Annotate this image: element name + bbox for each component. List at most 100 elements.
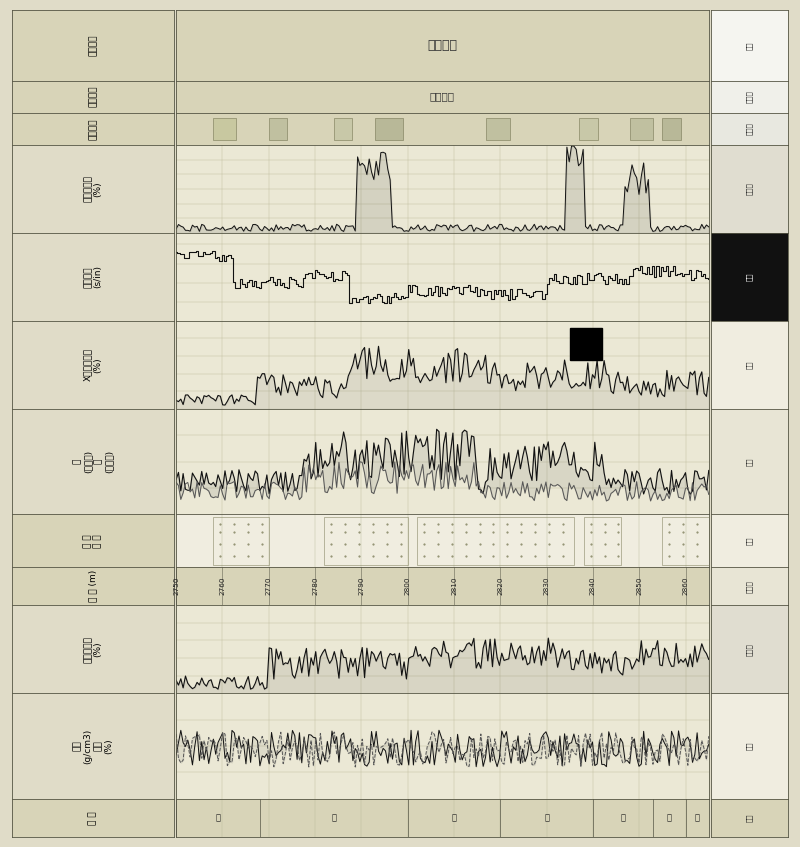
- Bar: [630, 118, 653, 140]
- Text: 二: 二: [667, 813, 672, 822]
- Point: [381, 549, 394, 562]
- Point: [381, 518, 394, 531]
- Point: [598, 549, 611, 562]
- Point: [459, 518, 472, 531]
- Point: [394, 549, 407, 562]
- Point: [473, 549, 486, 562]
- Point: [557, 518, 570, 531]
- Point: [228, 549, 241, 562]
- Text: 粗粒中: 粗粒中: [746, 91, 753, 103]
- Text: 2800: 2800: [405, 577, 410, 595]
- Text: 渤大名: 渤大名: [746, 643, 753, 656]
- Text: 台地名: 台地名: [746, 580, 753, 593]
- Text: 2850: 2850: [636, 577, 642, 595]
- Point: [459, 537, 472, 551]
- Point: [598, 537, 611, 551]
- Text: 2840: 2840: [590, 577, 596, 595]
- Text: 层位: 层位: [746, 813, 753, 822]
- Point: [473, 525, 486, 539]
- Point: [557, 549, 570, 562]
- Point: [431, 525, 444, 539]
- Point: [242, 525, 254, 539]
- Point: [446, 518, 458, 531]
- Point: [542, 525, 555, 539]
- Point: [584, 518, 597, 531]
- Point: [677, 549, 690, 562]
- Point: [612, 537, 625, 551]
- Point: [514, 549, 527, 562]
- Bar: [584, 517, 621, 564]
- Text: 泥岩: 泥岩: [746, 361, 753, 369]
- Point: [690, 518, 703, 531]
- Point: [501, 518, 514, 531]
- Point: [612, 518, 625, 531]
- Point: [487, 525, 500, 539]
- Point: [242, 518, 254, 531]
- Point: [690, 525, 703, 539]
- Point: [366, 549, 379, 562]
- Point: [255, 537, 268, 551]
- Point: [353, 537, 366, 551]
- Point: [338, 518, 351, 531]
- Point: [529, 537, 542, 551]
- Point: [487, 537, 500, 551]
- Text: 2780: 2780: [312, 577, 318, 595]
- Text: 深 度 (m): 深 度 (m): [89, 570, 98, 602]
- Point: [514, 537, 527, 551]
- Point: [514, 518, 527, 531]
- Point: [418, 549, 430, 562]
- Point: [325, 549, 338, 562]
- Point: [228, 525, 241, 539]
- Point: [677, 537, 690, 551]
- Point: [501, 537, 514, 551]
- Point: [338, 549, 351, 562]
- Point: [663, 518, 676, 531]
- Text: 2830: 2830: [544, 577, 550, 595]
- Text: 其他: 其他: [746, 742, 753, 750]
- Point: [366, 525, 379, 539]
- Bar: [334, 118, 352, 140]
- Point: [394, 525, 407, 539]
- Text: 钻时曲线
(s/in): 钻时曲线 (s/in): [83, 265, 102, 289]
- Text: 综合层识: 综合层识: [89, 118, 98, 140]
- Point: [459, 549, 472, 562]
- Point: [242, 537, 254, 551]
- Point: [557, 525, 570, 539]
- Point: [381, 537, 394, 551]
- Text: 2770: 2770: [266, 577, 272, 595]
- Text: 测井孔隙度
(%): 测井孔隙度 (%): [83, 636, 102, 662]
- Point: [542, 518, 555, 531]
- Text: 层序地层: 层序地层: [89, 86, 98, 108]
- Point: [228, 518, 241, 531]
- Point: [431, 518, 444, 531]
- Text: 砂: 砂: [215, 813, 220, 822]
- Text: 细粒中: 细粒中: [746, 123, 753, 136]
- Point: [431, 537, 444, 551]
- Text: 层序地层: 层序地层: [430, 91, 455, 102]
- Text: 2760: 2760: [219, 577, 226, 595]
- Point: [487, 549, 500, 562]
- Point: [418, 518, 430, 531]
- Point: [529, 549, 542, 562]
- Point: [325, 537, 338, 551]
- Point: [584, 537, 597, 551]
- Text: 区: 区: [544, 813, 549, 822]
- Text: 砾岩: 砾岩: [746, 536, 753, 545]
- Point: [228, 537, 241, 551]
- Text: 2820: 2820: [498, 577, 503, 595]
- Point: [353, 525, 366, 539]
- Text: 区: 区: [331, 813, 336, 822]
- Bar: [324, 517, 408, 564]
- Point: [255, 518, 268, 531]
- Text: 2790: 2790: [358, 577, 365, 595]
- Bar: [214, 118, 236, 140]
- Point: [690, 549, 703, 562]
- Bar: [579, 118, 598, 140]
- Text: 页岩: 页岩: [746, 457, 753, 466]
- Point: [663, 549, 676, 562]
- Bar: [570, 328, 602, 360]
- Text: 区: 区: [694, 813, 700, 822]
- Bar: [662, 517, 709, 564]
- Point: [473, 537, 486, 551]
- Point: [338, 525, 351, 539]
